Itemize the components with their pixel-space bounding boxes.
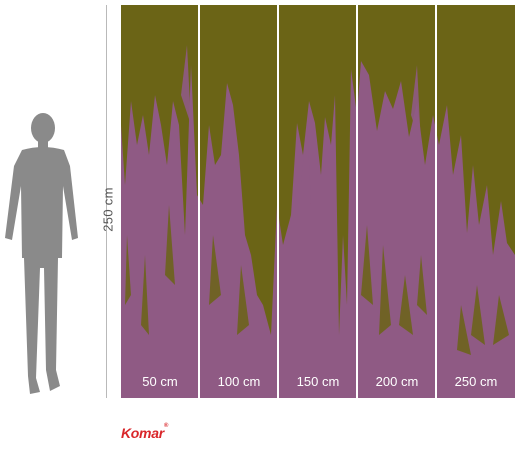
mural-artwork (121, 5, 515, 398)
width-label-50: 50 cm (142, 374, 178, 389)
brand-logo: Komar® (121, 423, 168, 441)
panel-divider (198, 5, 200, 398)
width-label-200: 200 cm (375, 374, 419, 389)
registered-mark: ® (163, 423, 168, 429)
panel-divider (356, 5, 358, 398)
width-label-100: 100 cm (217, 374, 261, 389)
height-dimension-line (106, 5, 107, 398)
width-label-150: 150 cm (296, 374, 340, 389)
height-label: 250 cm (100, 187, 116, 232)
panel-divider (277, 5, 279, 398)
panel-divider (435, 5, 437, 398)
wall-mural: 50 cm 100 cm 150 cm 200 cm 250 cm (121, 5, 515, 398)
width-label-250: 250 cm (454, 374, 498, 389)
brand-name: Komar (121, 425, 164, 441)
person-silhouette-icon (5, 113, 78, 394)
